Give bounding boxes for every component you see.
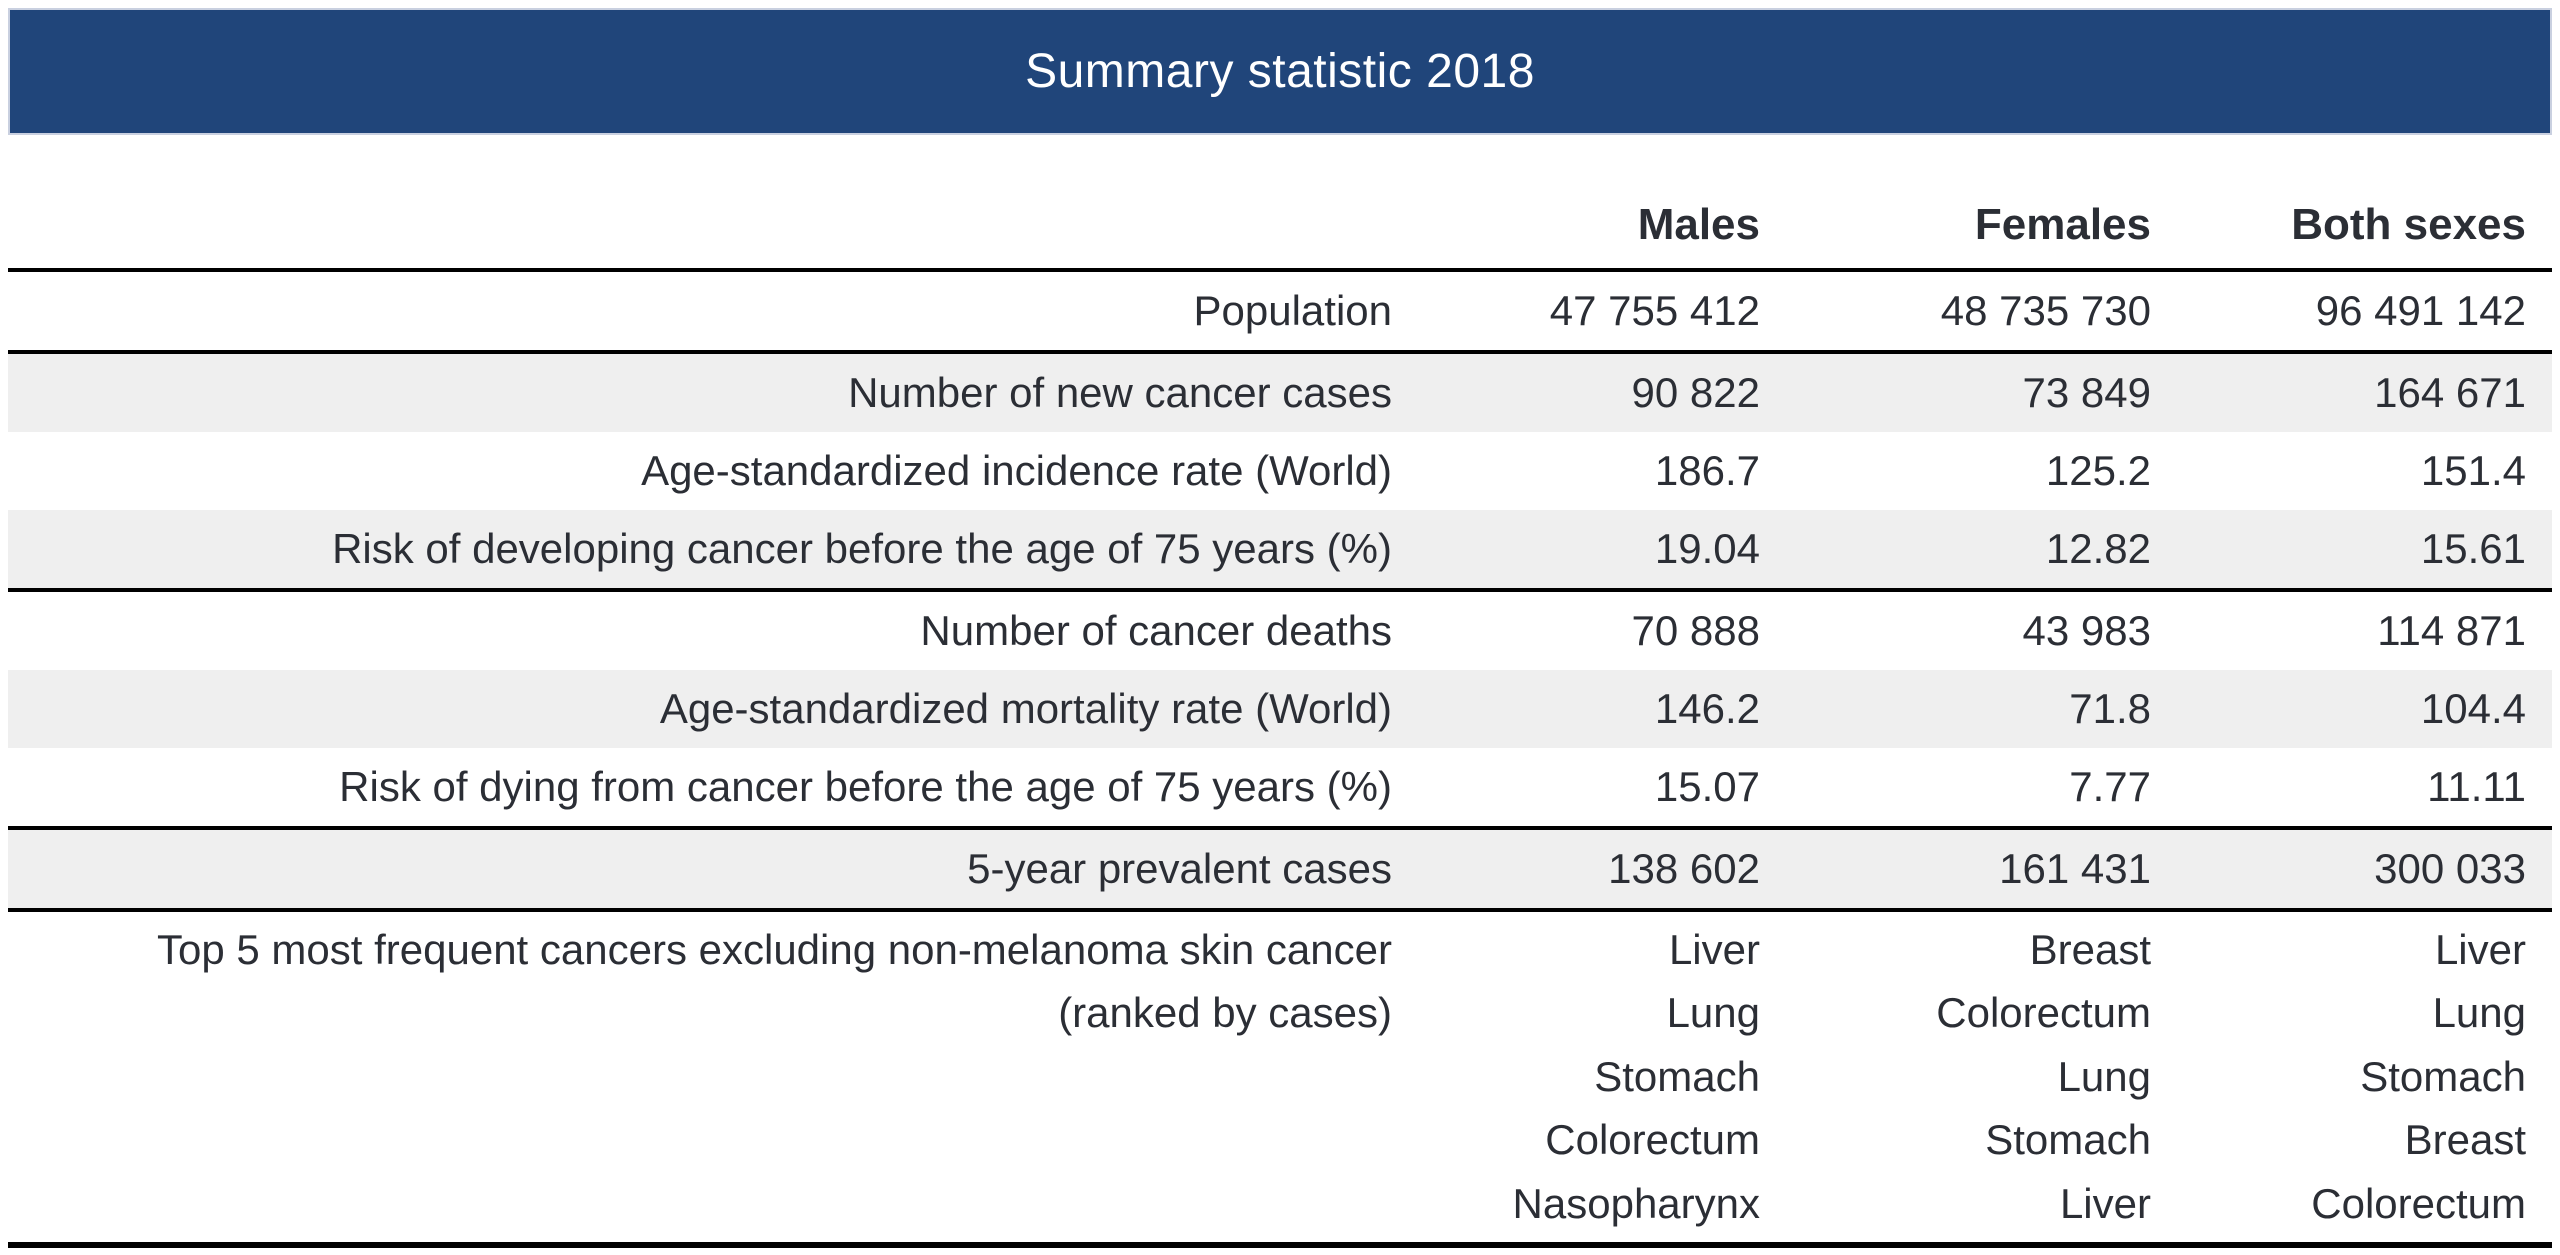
incidence-rate-both-value: 151.4 bbox=[2420, 447, 2526, 494]
rule-below-prevalent bbox=[8, 908, 2552, 912]
top5-females-item-1: Breast bbox=[2029, 925, 2151, 973]
row-new-cancer-cases: Number of new cancer cases 90 822 73 849… bbox=[8, 354, 2552, 432]
top5-females-item-2: Colorectum bbox=[1936, 989, 2151, 1037]
risk-dying-label: Risk of dying from cancer before the age… bbox=[339, 763, 1392, 810]
mortality-rate-females-value: 71.8 bbox=[2069, 685, 2151, 732]
prevalent-females-value: 161 431 bbox=[1999, 845, 2151, 892]
column-header-both-sexes: Both sexes bbox=[2291, 200, 2526, 249]
column-header-empty bbox=[8, 250, 1418, 268]
prevalent-males-value: 138 602 bbox=[1608, 845, 1760, 892]
mortality-rate-males-value: 146.2 bbox=[1654, 685, 1760, 732]
row-population: Population 47 755 412 48 735 730 96 491 … bbox=[8, 272, 2552, 350]
risk-developing-label: Risk of developing cancer before the age… bbox=[332, 525, 1392, 572]
row-cancer-deaths: Number of cancer deaths 70 888 43 983 11… bbox=[8, 592, 2552, 670]
cancer-deaths-both-value: 114 871 bbox=[2377, 607, 2526, 654]
risk-developing-both-value: 15.61 bbox=[2420, 525, 2526, 572]
incidence-rate-males-value: 186.7 bbox=[1654, 447, 1760, 494]
top5-label-line1: Top 5 most frequent cancers excluding no… bbox=[157, 925, 1392, 973]
top5-both-item-2: Lung bbox=[2432, 989, 2526, 1037]
rule-below-population bbox=[8, 350, 2552, 354]
row-risk-developing: Risk of developing cancer before the age… bbox=[8, 510, 2552, 588]
cancer-deaths-label: Number of cancer deaths bbox=[920, 607, 1392, 654]
new-cases-females-value: 73 849 bbox=[2022, 369, 2151, 416]
risk-developing-males-value: 19.04 bbox=[1654, 525, 1760, 572]
row-5-year-prevalent: 5-year prevalent cases 138 602 161 431 3… bbox=[8, 830, 2552, 908]
rule-below-header bbox=[8, 268, 2552, 272]
column-header-females: Females bbox=[1974, 200, 2151, 249]
risk-dying-both-value: 11.11 bbox=[2427, 763, 2526, 810]
new-cases-label: Number of new cancer cases bbox=[848, 369, 1392, 416]
cancer-deaths-males-value: 70 888 bbox=[1631, 607, 1760, 654]
column-header-males: Males bbox=[1637, 200, 1760, 249]
population-both-value: 96 491 142 bbox=[2315, 287, 2526, 334]
population-males-value: 47 755 412 bbox=[1549, 287, 1760, 334]
rule-table-bottom bbox=[8, 1242, 2552, 1248]
rule-below-risk-developing bbox=[8, 588, 2552, 592]
new-cases-males-value: 90 822 bbox=[1631, 369, 1760, 416]
mortality-rate-both-value: 104.4 bbox=[2420, 685, 2526, 732]
top5-males-list: Liver Lung Stomach Colorectum Nasopharyn… bbox=[1418, 918, 1786, 1236]
top5-females-item-3: Lung bbox=[2057, 1052, 2151, 1100]
title-banner: Summary statistic 2018 bbox=[8, 8, 2552, 135]
summary-statistics-page: Summary statistic 2018 Males Females Bot… bbox=[8, 8, 2552, 1248]
rule-below-risk-dying bbox=[8, 826, 2552, 830]
risk-dying-females-value: 7.77 bbox=[2069, 763, 2151, 810]
top5-both-item-5: Colorectum bbox=[2311, 1179, 2526, 1227]
prevalent-both-value: 300 033 bbox=[2374, 845, 2526, 892]
top5-males-item-2: Lung bbox=[1666, 989, 1760, 1037]
top5-both-item-3: Stomach bbox=[2360, 1052, 2526, 1100]
top5-males-item-3: Stomach bbox=[1594, 1052, 1760, 1100]
row-top5-cancers: Top 5 most frequent cancers excluding no… bbox=[8, 912, 2552, 1242]
top5-females-list: Breast Colorectum Lung Stomach Liver bbox=[1786, 918, 2177, 1236]
prevalent-label: 5-year prevalent cases bbox=[967, 845, 1392, 892]
top5-both-item-1: Liver bbox=[2434, 925, 2526, 973]
table-header-row: Males Females Both sexes bbox=[8, 135, 2552, 268]
risk-developing-females-value: 12.82 bbox=[2045, 525, 2151, 572]
row-risk-dying: Risk of dying from cancer before the age… bbox=[8, 748, 2552, 826]
top5-males-item-5: Nasopharynx bbox=[1512, 1179, 1760, 1227]
mortality-rate-label: Age-standardized mortality rate (World) bbox=[659, 685, 1392, 732]
top5-label: Top 5 most frequent cancers excluding no… bbox=[8, 918, 1418, 1045]
top5-both-item-4: Breast bbox=[2404, 1116, 2526, 1164]
population-label: Population bbox=[1193, 287, 1393, 334]
page-title: Summary statistic 2018 bbox=[1025, 45, 1535, 98]
row-mortality-rate: Age-standardized mortality rate (World) … bbox=[8, 670, 2552, 748]
top5-both-sexes-list: Liver Lung Stomach Breast Colorectum bbox=[2177, 918, 2552, 1236]
population-females-value: 48 735 730 bbox=[1940, 287, 2151, 334]
risk-dying-males-value: 15.07 bbox=[1654, 763, 1760, 810]
top5-males-item-1: Liver bbox=[1668, 925, 1760, 973]
new-cases-both-value: 164 671 bbox=[2374, 369, 2526, 416]
incidence-rate-females-value: 125.2 bbox=[2045, 447, 2151, 494]
top5-females-item-4: Stomach bbox=[1985, 1116, 2151, 1164]
top5-label-line2: (ranked by cases) bbox=[1058, 989, 1392, 1037]
top5-females-item-5: Liver bbox=[2059, 1179, 2151, 1227]
row-incidence-rate: Age-standardized incidence rate (World) … bbox=[8, 432, 2552, 510]
cancer-deaths-females-value: 43 983 bbox=[2022, 607, 2151, 654]
incidence-rate-label: Age-standardized incidence rate (World) bbox=[641, 447, 1392, 494]
top5-males-item-4: Colorectum bbox=[1545, 1116, 1760, 1164]
